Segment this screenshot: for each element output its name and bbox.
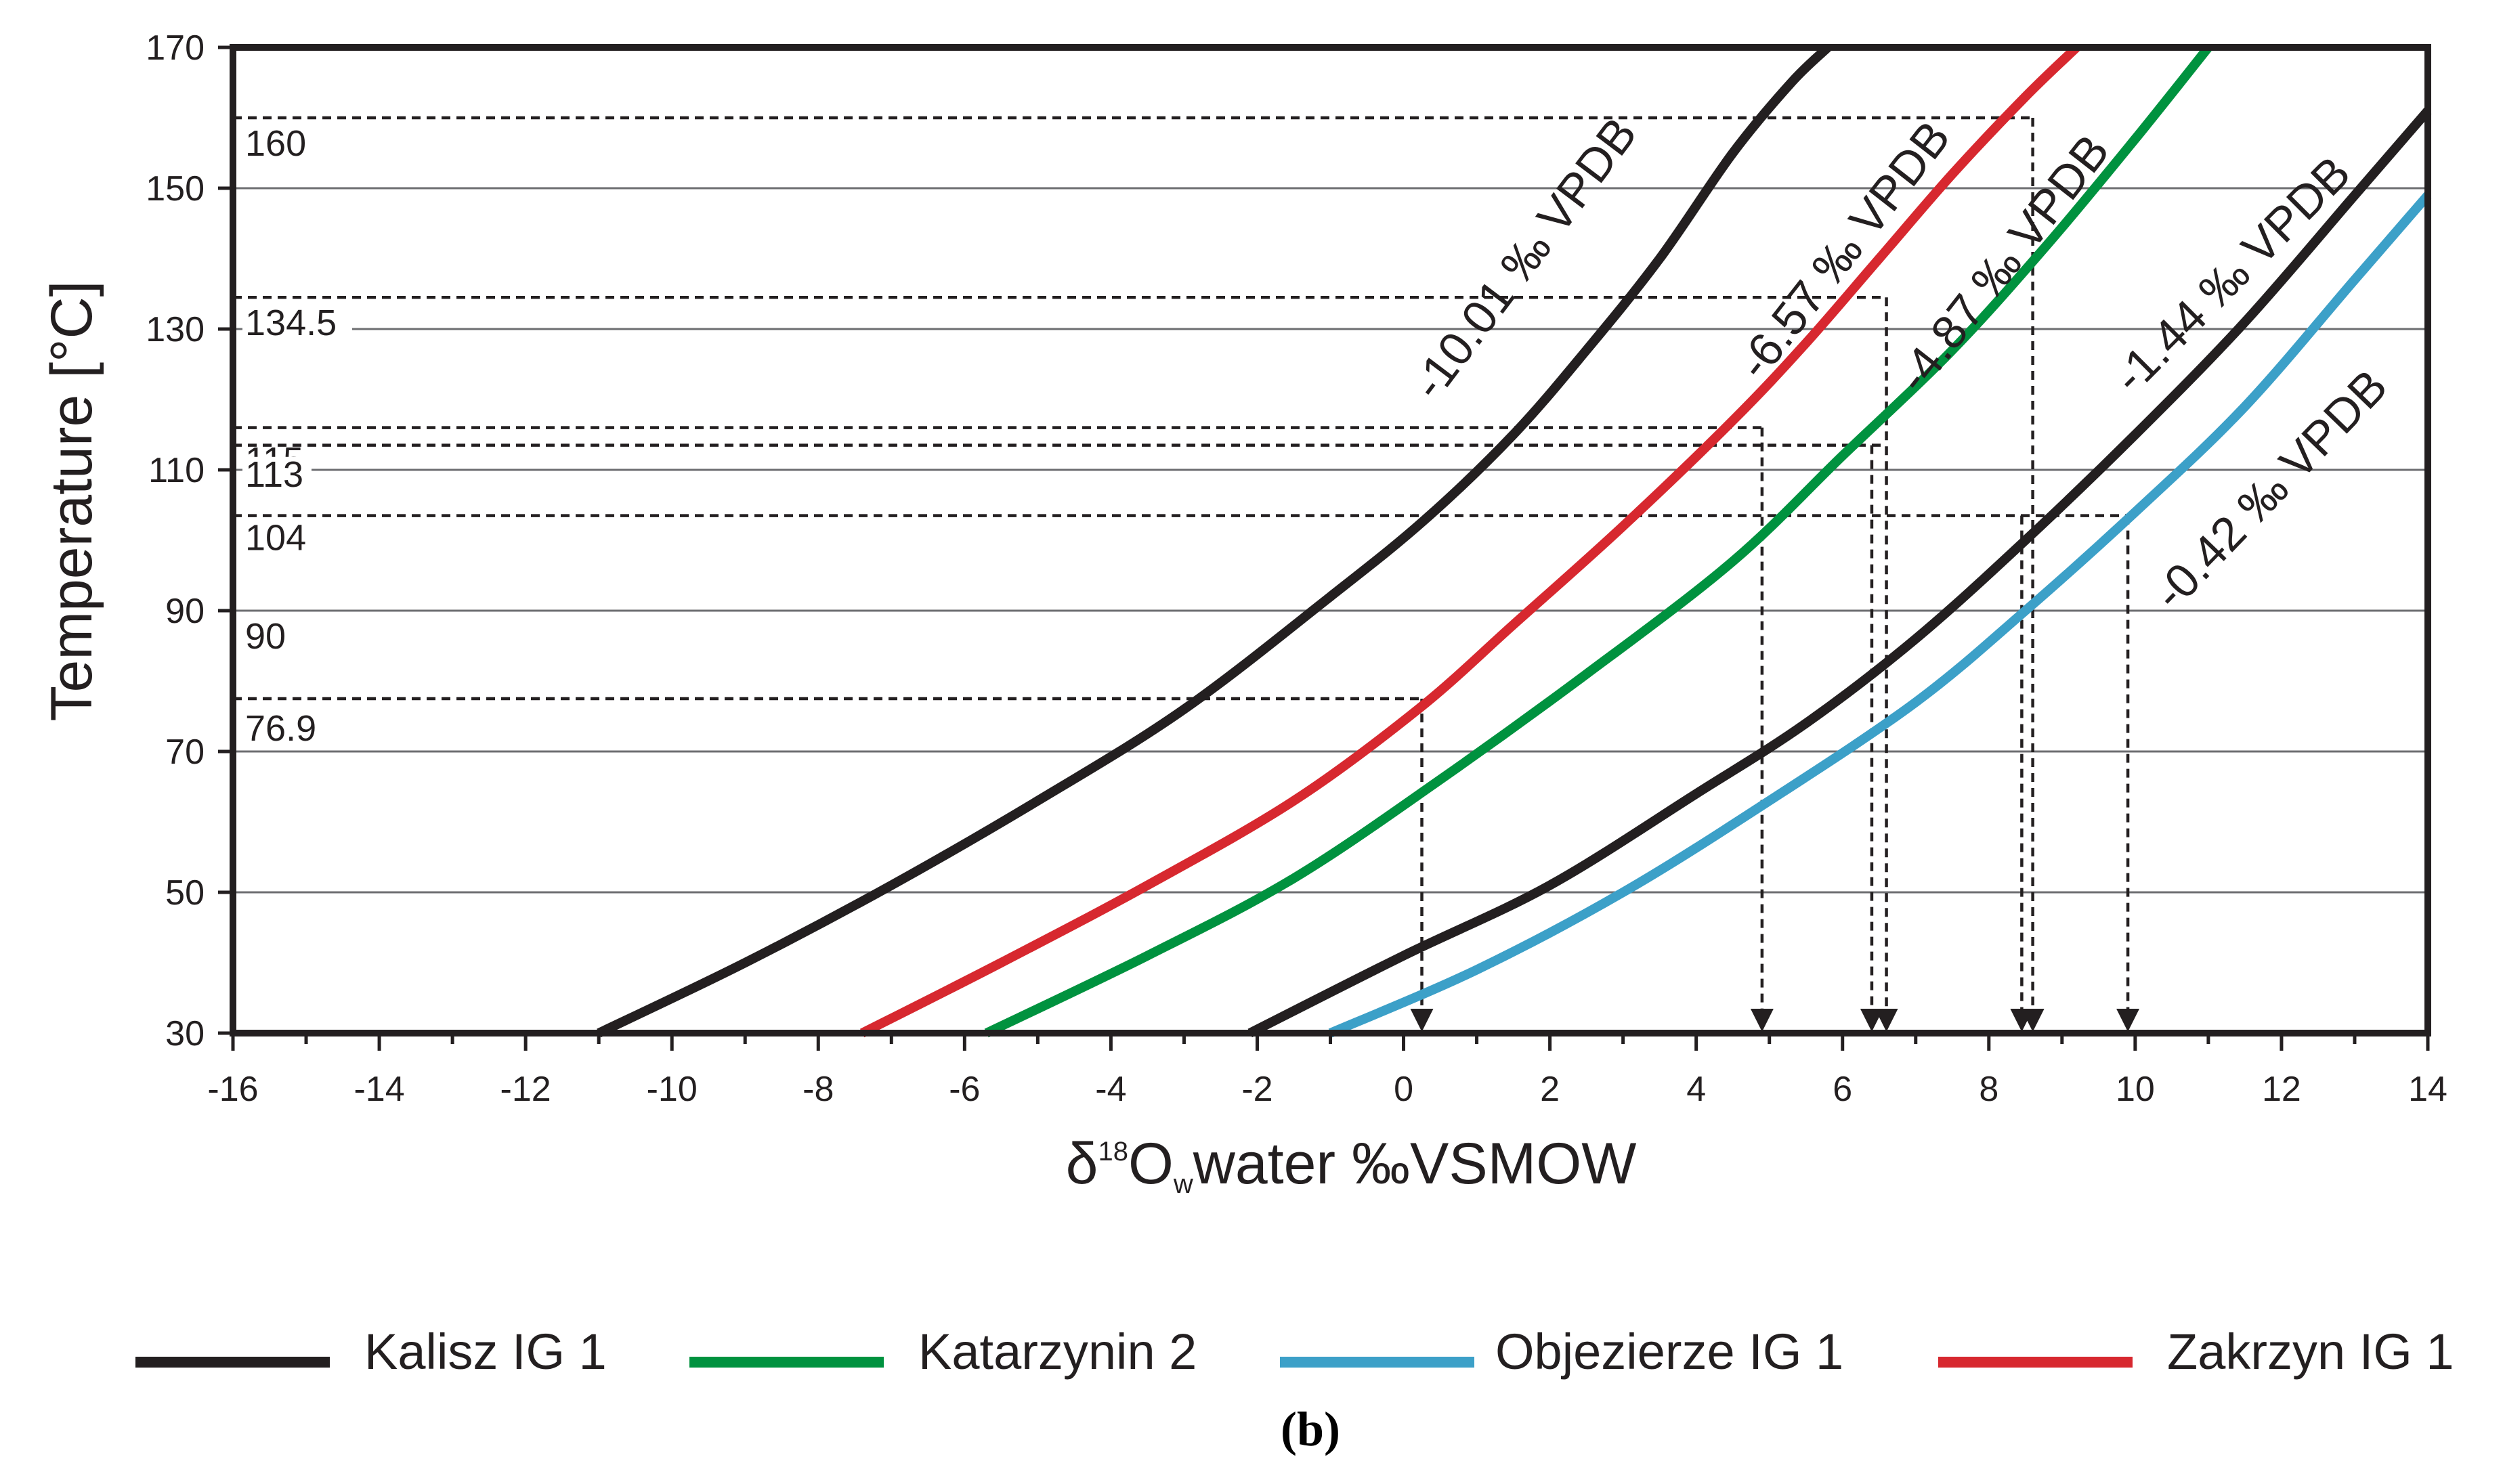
legend-label: Katarzynin 2 <box>918 1324 1197 1380</box>
x-tick-label: 14 <box>2408 1070 2447 1109</box>
x-tick-label: 8 <box>1979 1070 1998 1109</box>
curve-label: -0.42 ‰ VPDB <box>2143 359 2397 619</box>
x-axis-title-sup: 18 <box>1098 1137 1128 1166</box>
x-tick-label: 10 <box>2116 1070 2155 1109</box>
plot-frame <box>218 44 2431 1051</box>
panel-label: (b) <box>1281 1402 1340 1456</box>
y-tick-label: 130 <box>146 310 205 349</box>
annotation-arrowhead <box>1410 1009 1434 1032</box>
curve-label: -10.01 ‰ VPDB <box>1402 108 1647 409</box>
grid-lines <box>233 187 2428 894</box>
x-tick-label: 6 <box>1833 1070 1852 1109</box>
x-axis-title-rest: water ‰VSMOW <box>1193 1131 1637 1196</box>
annotation-arrowhead <box>2116 1009 2140 1032</box>
y-tick-label: 70 <box>165 733 205 772</box>
x-tick-label: 2 <box>1540 1070 1560 1109</box>
y-tick-labels: 30 50 70 90 110 130 150 170 <box>146 28 205 1053</box>
y-tick-label: 170 <box>146 28 205 68</box>
legend-label: Zakrzyn IG 1 <box>2167 1324 2454 1380</box>
y-axis-title: Temperature [°C] <box>39 281 104 722</box>
y-tick-label: 90 <box>165 592 205 631</box>
x-tick-label: -10 <box>647 1070 698 1109</box>
legend-label: Objezierze IG 1 <box>1495 1324 1843 1380</box>
curve-labels: -10.01 ‰ VPDB -6.57 ‰ VPDB-4.87 ‰ VPDB-1.… <box>1402 108 2397 619</box>
annotation-value-label: 76.9 <box>245 708 316 749</box>
plot-border <box>230 44 2431 1036</box>
series-line <box>597 43 1831 1038</box>
annotation-value-label: 134.5 <box>245 303 337 343</box>
y-tick-label: 50 <box>165 873 205 913</box>
legend: Kalisz IG 1 Katarzynin 2 Objezierze IG 1 Za… <box>135 1324 2454 1380</box>
series-curves <box>597 43 2432 1038</box>
x-tick-label: -8 <box>803 1070 834 1109</box>
x-axis-title: δ18Owwater ‰VSMOW <box>1066 1131 1637 1199</box>
annotation-arrowhead <box>1875 1009 1898 1032</box>
series-line <box>1328 192 2432 1038</box>
x-tick-label: -6 <box>949 1070 980 1109</box>
annotation-arrowhead <box>1750 1009 1774 1032</box>
y-tick-label: 110 <box>148 451 205 490</box>
annotation-arrowhead <box>2021 1009 2045 1032</box>
x-tick-label: 4 <box>1686 1070 1706 1109</box>
x-axis-title-o: O <box>1128 1131 1174 1196</box>
annotation-label-bg <box>242 305 352 341</box>
y-tick-label: 150 <box>146 169 205 209</box>
series-line <box>859 43 2080 1038</box>
x-axis-title-sub: w <box>1173 1169 1193 1199</box>
y-tick-label: 30 <box>165 1014 205 1053</box>
annotation-value-label: 90 <box>245 616 286 657</box>
x-tick-label: 0 <box>1394 1070 1413 1109</box>
x-tick-label: -12 <box>500 1070 551 1109</box>
series-line <box>1247 108 2432 1038</box>
annotation-value-label: 113 <box>245 454 303 495</box>
x-axis-title-delta: δ <box>1066 1131 1098 1196</box>
x-tick-label: -2 <box>1241 1070 1272 1109</box>
annotation-value-label: 160 <box>245 123 306 164</box>
x-tick-label: -16 <box>207 1070 258 1109</box>
annotation-label-bg <box>242 456 312 492</box>
x-tick-label: 12 <box>2262 1070 2301 1109</box>
curve-label: -1.44 ‰ VPDB <box>2103 146 2360 403</box>
series-line <box>984 44 2212 1038</box>
annotation-arrowhead <box>1860 1009 1883 1032</box>
x-tick-label: -4 <box>1095 1070 1126 1109</box>
legend-label: Kalisz IG 1 <box>364 1324 607 1380</box>
x-tick-labels: -16 -14 -12 -10 -8 -6 -4 -2 0 2 4 6 8 10 12 14 <box>207 1070 2447 1109</box>
x-tick-label: -14 <box>354 1070 404 1109</box>
annotation-value-label: 104 <box>245 517 306 558</box>
